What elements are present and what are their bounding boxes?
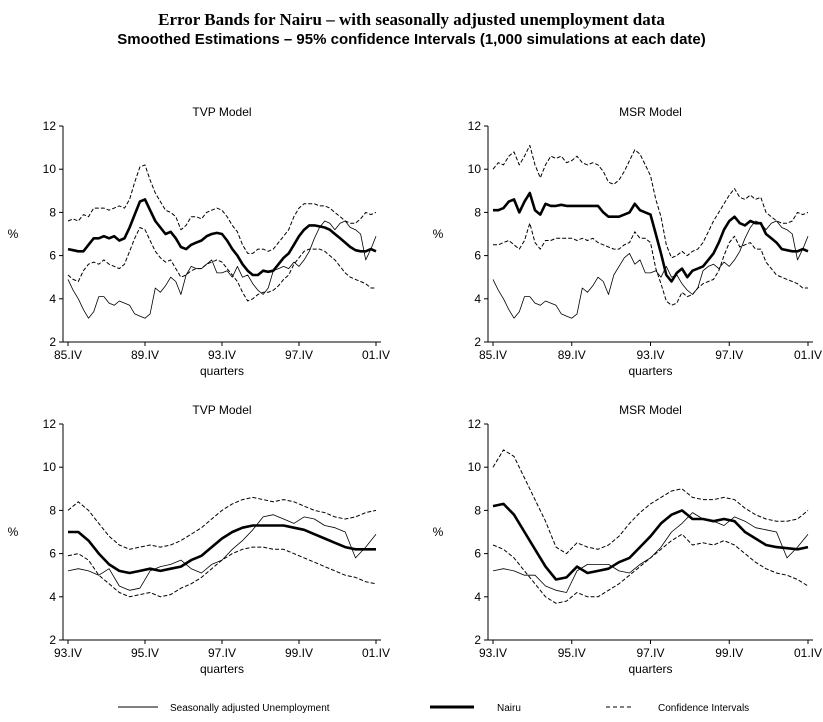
y-tick-label: 8 [49,205,56,219]
lower-ci-line [67,546,377,598]
y-tick-label: 12 [468,119,482,133]
x-tick-label: 93.IV [479,646,507,660]
x-tick-label: 95.IV [131,646,159,660]
y-axis-label: % [433,525,444,539]
x-tick-label: 97.IV [715,348,743,362]
legend-nairu-label: Nairu [497,703,521,714]
x-tick-label: 01.IV [362,646,390,660]
upper-ci-line [67,164,377,254]
nairu-line [68,524,376,575]
chart-title: TVP Model [192,403,251,417]
y-tick-label: 4 [474,292,481,306]
y-tick-label: 12 [468,417,482,431]
chart-title: MSR Model [619,105,682,119]
y-tick-label: 2 [474,633,481,647]
chart-title: MSR Model [619,403,682,417]
lower-ci-line [493,222,808,306]
page-title: Error Bands for Nairu – with seasonally … [158,10,665,29]
y-tick-label: 12 [43,417,57,431]
x-tick-label: 93.IV [54,646,82,660]
x-axis-label: quarters [200,662,244,676]
unemployment-line [492,512,809,593]
y-tick-label: 10 [43,460,57,474]
x-tick-label: 93.IV [636,348,664,362]
x-tick-label: 01.IV [794,646,822,660]
x-tick-label: 97.IV [208,646,236,660]
y-tick-label: 8 [474,205,481,219]
y-tick-label: 2 [49,633,56,647]
nairu-line [67,198,377,277]
x-tick-label: 89.IV [558,348,586,362]
x-tick-label: 85.IV [54,348,82,362]
y-axis-label: % [8,525,19,539]
y-tick-label: 4 [49,292,56,306]
legend-ci-label: Confidence Intervals [658,703,749,714]
y-tick-label: 6 [474,547,481,561]
chart-panel-1: 2 4 6 8 10 12 85.IV 89.IV 93.IV 97.IV 01.IV TVP Mod… [8,105,390,378]
lower-ci-line [492,533,809,604]
nairu-line [493,191,809,283]
y-tick-label: 10 [468,162,482,176]
upper-ci-line [492,449,809,555]
page-subtitle: Smoothed Estimations – 95% confidence In… [117,31,706,48]
x-tick-label: 89.IV [131,348,159,362]
legend: Seasonally adjusted Unemployment Nairu Con… [118,703,749,714]
upper-ci-line [67,496,377,550]
unemployment-line [67,220,377,319]
upper-ci-line [492,144,809,259]
y-tick-label: 6 [49,547,56,561]
y-tick-label: 2 [474,335,481,349]
chart-panel-2: 2 4 6 8 10 12 85.IV 89.IV 93.IV 97.IV 01.IV MSR Mod… [433,105,822,378]
y-tick-label: 6 [49,249,56,263]
unemployment-line [67,514,377,591]
x-tick-label: 99.IV [285,646,313,660]
x-axis-label: quarters [628,364,672,378]
y-axis-label: % [433,227,444,241]
y-tick-label: 10 [468,460,482,474]
x-tick-label: 97.IV [285,348,313,362]
chart-title: TVP Model [192,105,251,119]
y-tick-label: 2 [49,335,56,349]
x-tick-label: 93.IV [208,348,236,362]
y-tick-label: 4 [49,590,56,604]
y-tick-label: 12 [43,119,57,133]
x-tick-label: 95.IV [558,646,586,660]
y-tick-label: 8 [49,503,56,517]
unemployment-line [492,220,809,319]
x-tick-label: 85.IV [479,348,507,362]
x-axis-label: quarters [628,662,672,676]
y-tick-label: 8 [474,503,481,517]
x-tick-label: 01.IV [362,348,390,362]
x-tick-label: 99.IV [715,646,743,660]
x-tick-label: 01.IV [794,348,822,362]
y-tick-label: 10 [43,162,57,176]
lower-ci-line [67,227,376,302]
y-tick-label: 6 [474,249,481,263]
y-tick-label: 4 [474,590,481,604]
chart-panel-4: 2 4 6 8 10 12 93.IV 95.IV 97.IV 99.IV 01.IV MSR Mod… [433,403,822,676]
y-axis-label: % [8,227,19,241]
chart-panel-3: 2 4 6 8 10 12 93.IV 95.IV 97.IV 99.IV 01.IV TVP Mod… [8,403,390,676]
nairu-line [492,502,809,581]
x-tick-label: 97.IV [636,646,664,660]
legend-unemployment-label: Seasonally adjusted Unemployment [170,703,330,714]
x-axis-label: quarters [200,364,244,378]
